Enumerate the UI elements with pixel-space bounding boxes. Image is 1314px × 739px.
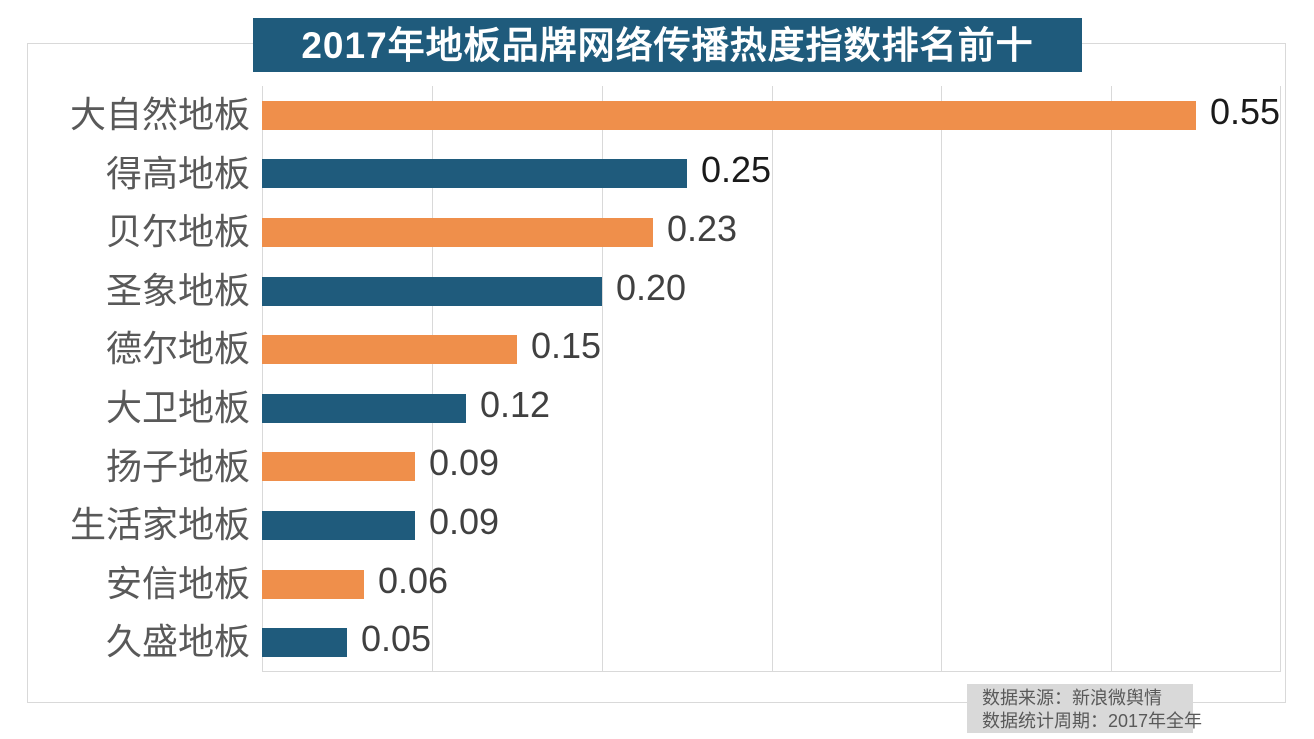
bar-row: 0.55: [262, 86, 1281, 145]
gridline: [772, 86, 773, 672]
bar-row: 0.09: [262, 438, 1281, 497]
category-label: 德尔地板: [105, 328, 250, 370]
bar: [262, 159, 687, 189]
data-source-text: 数据来源：新浪微舆情: [982, 688, 1162, 708]
value-label: 0.20: [616, 266, 687, 308]
bar: [262, 100, 1196, 130]
chart-title: 2017年地板品牌网络传播热度指数排名前十: [253, 18, 1082, 72]
bar-row: 0.25: [262, 145, 1281, 204]
category-label: 久盛地板: [105, 621, 250, 663]
value-label: 0.12: [480, 383, 551, 425]
gridline: [602, 86, 603, 672]
bar-row: 0.09: [262, 496, 1281, 555]
footer-note: 数据来源：新浪微舆情 数据统计周期：2017年全年: [967, 684, 1203, 733]
bar: [262, 569, 364, 599]
bar: [262, 510, 415, 540]
value-label: 0.15: [531, 325, 602, 367]
bar: [262, 452, 415, 482]
category-label: 扬子地板: [105, 445, 250, 487]
bar-row: 0.20: [262, 262, 1281, 321]
gridline: [1280, 86, 1281, 672]
category-label: 安信地板: [105, 562, 250, 604]
category-label: 大卫地板: [105, 387, 250, 428]
gridline: [432, 86, 433, 672]
bar: [262, 217, 653, 247]
value-label: 0.55: [1210, 90, 1281, 132]
category-label: 贝尔地板: [105, 211, 250, 253]
category-label: 大自然地板: [69, 94, 250, 135]
value-label: 0.25: [701, 149, 772, 191]
value-label: 0.09: [429, 500, 500, 542]
value-label: 0.23: [667, 207, 738, 249]
bar-row: 0.05: [262, 613, 1281, 672]
gridline: [262, 86, 263, 672]
bar: [262, 628, 347, 658]
bar: [262, 393, 466, 423]
bar: [262, 335, 517, 365]
chart-frame: [27, 43, 1286, 703]
gridline: [1111, 86, 1112, 672]
data-period-text: 数据统计周期：2017年全年: [982, 711, 1203, 731]
value-label: 0.09: [429, 442, 500, 484]
category-label: 得高地板: [105, 152, 250, 194]
bar-row: 0.06: [262, 555, 1281, 614]
category-labels: 大自然地板得高地板贝尔地板圣象地板德尔地板大卫地板扬子地板生活家地板安信地板久盛…: [0, 86, 250, 672]
plot-area: 0.55 0.25 0.23 0.20 0.15 0.12 0.09 0.09 0.06 0.05: [262, 86, 1281, 672]
value-label: 0.06: [378, 559, 449, 601]
category-label: 圣象地板: [105, 269, 250, 311]
gridline: [941, 86, 942, 672]
bar-row: 0.23: [262, 203, 1281, 262]
bar: [262, 276, 602, 306]
category-label: 生活家地板: [69, 504, 250, 546]
bar-row: 0.15: [262, 320, 1281, 379]
x-axis-line: [262, 671, 1281, 672]
bar-row: 0.12: [262, 379, 1281, 438]
value-label: 0.05: [361, 618, 432, 660]
